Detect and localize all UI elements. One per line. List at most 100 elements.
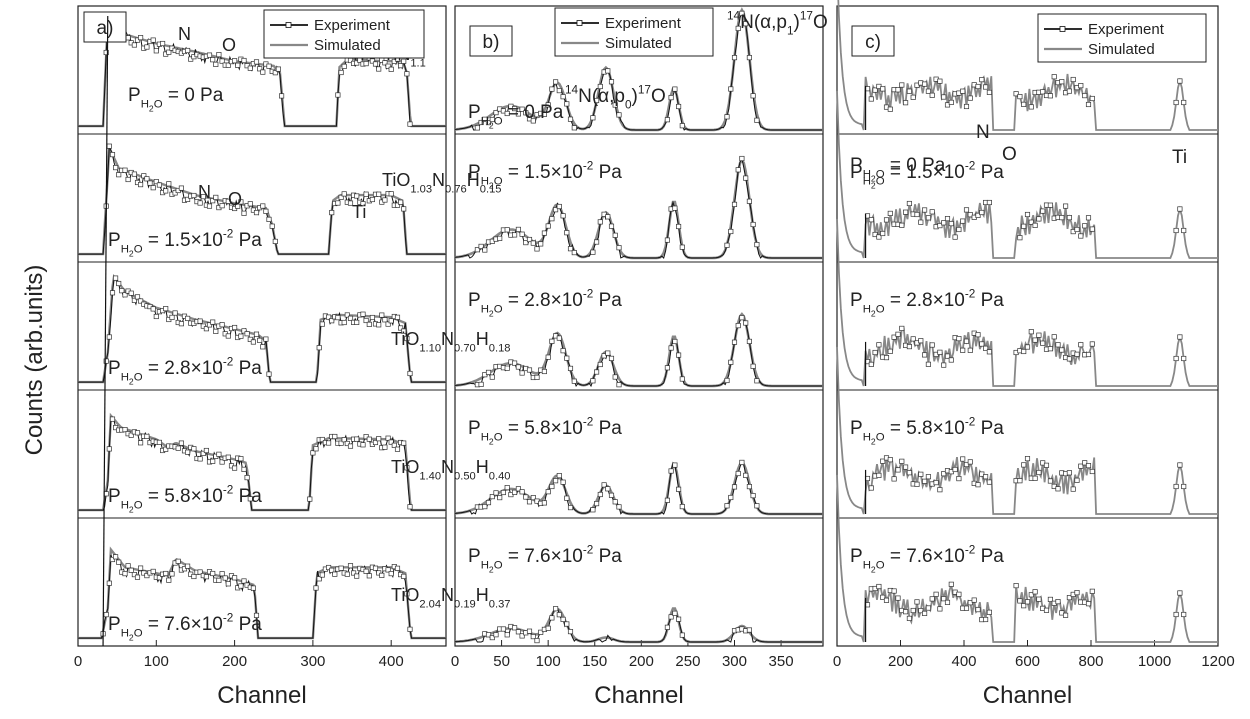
experiment-marker <box>612 499 618 505</box>
reaction-label: 14N(α,p0)17O <box>565 83 666 111</box>
experiment-marker <box>482 247 488 253</box>
x-axis-title: Channel <box>594 682 683 709</box>
experiment-marker <box>153 179 159 185</box>
experiment-marker <box>1017 598 1023 604</box>
experiment-marker <box>225 454 231 460</box>
experiment-marker <box>876 234 882 240</box>
experiment-marker <box>986 349 992 355</box>
experiment-marker <box>398 199 404 205</box>
experiment-marker <box>1055 599 1061 605</box>
experiment-marker <box>163 570 169 577</box>
experiment-marker <box>131 171 137 177</box>
x-tick-label: 100 <box>144 653 169 670</box>
experiment-marker <box>553 79 559 85</box>
experiment-marker <box>238 456 244 462</box>
experiment-marker <box>335 200 341 206</box>
experiment-marker <box>906 200 912 207</box>
experiment-marker <box>210 198 216 204</box>
experiment-marker <box>903 464 909 470</box>
experiment-marker <box>523 240 529 246</box>
experiment-marker <box>407 121 413 127</box>
experiment-marker <box>210 458 216 464</box>
experiment-marker <box>549 216 555 222</box>
condition-label: PH2O = 5.8×10-2 Pa <box>468 415 622 446</box>
experiment-marker <box>1181 611 1187 618</box>
experiment-marker <box>394 565 401 571</box>
experiment-marker <box>948 221 954 227</box>
experiment-marker <box>156 439 162 445</box>
experiment-marker <box>1036 332 1042 338</box>
experiment-marker <box>238 583 244 589</box>
experiment-marker <box>1047 478 1053 484</box>
experiment-marker <box>1066 470 1072 476</box>
experiment-marker <box>128 432 134 438</box>
experiment-marker <box>181 566 188 572</box>
experiment-marker <box>369 196 375 203</box>
experiment-marker <box>1074 351 1080 357</box>
experiment-marker <box>401 573 407 579</box>
experiment-marker <box>235 62 241 68</box>
experiment-marker <box>232 58 238 64</box>
experiment-marker <box>560 616 566 622</box>
experiment-marker <box>238 333 244 339</box>
element-annotation: N <box>178 24 191 44</box>
experiment-marker <box>376 436 382 442</box>
experiment-marker <box>967 600 973 606</box>
experiment-marker <box>493 632 499 638</box>
experiment-marker <box>388 318 394 324</box>
experiment-marker <box>1085 101 1092 108</box>
experiment-marker <box>500 489 506 496</box>
experiment-marker <box>382 60 388 66</box>
experiment-marker <box>379 572 385 578</box>
experiment-marker <box>560 94 566 100</box>
experiment-marker <box>1017 94 1023 100</box>
experiment-marker <box>485 120 492 126</box>
experiment-marker <box>876 472 882 478</box>
experiment-marker <box>360 442 366 448</box>
experiment-marker <box>1017 235 1023 241</box>
experiment-marker <box>172 310 178 316</box>
experiment-marker <box>746 55 752 61</box>
legend-marker <box>1059 26 1066 32</box>
experiment-marker <box>1059 347 1065 353</box>
experiment-marker <box>376 191 382 197</box>
experiment-marker <box>109 152 116 158</box>
experiment-marker <box>109 556 116 563</box>
experiment-marker <box>141 570 147 576</box>
experiment-marker <box>664 497 670 503</box>
experiment-marker <box>724 377 730 384</box>
experiment-marker <box>941 471 947 477</box>
experiment-marker <box>523 110 529 116</box>
experiment-marker <box>150 37 156 43</box>
experiment-marker <box>553 606 559 612</box>
experiment-marker <box>191 446 197 452</box>
experiment-marker <box>147 180 153 186</box>
experiment-marker <box>175 558 181 564</box>
experiment-marker <box>122 292 128 298</box>
experiment-marker <box>489 494 495 500</box>
condition-label: PH2O = 7.6×10-2 Pa <box>108 611 262 642</box>
experiment-marker <box>197 456 203 462</box>
experiment-marker <box>975 607 981 613</box>
experiment-marker <box>887 210 893 216</box>
experiment-marker <box>891 334 897 340</box>
experiment-marker <box>567 246 574 252</box>
experiment-marker <box>307 496 313 502</box>
experiment-marker <box>372 439 379 446</box>
experiment-marker <box>746 338 752 344</box>
experiment-marker <box>347 443 354 449</box>
experiment-marker <box>138 298 144 304</box>
experiment-marker <box>519 489 525 495</box>
experiment-marker <box>922 81 928 87</box>
experiment-marker <box>534 374 540 380</box>
experiment-marker <box>1173 611 1179 618</box>
experiment-marker <box>257 337 263 343</box>
experiment-marker <box>241 328 247 334</box>
experiment-marker <box>504 632 510 638</box>
experiment-marker <box>106 446 112 452</box>
experiment-marker <box>724 242 730 248</box>
experiment-marker <box>326 314 332 320</box>
experiment-marker <box>1173 99 1179 106</box>
experiment-marker <box>1078 342 1084 348</box>
experiment-marker <box>175 445 181 451</box>
